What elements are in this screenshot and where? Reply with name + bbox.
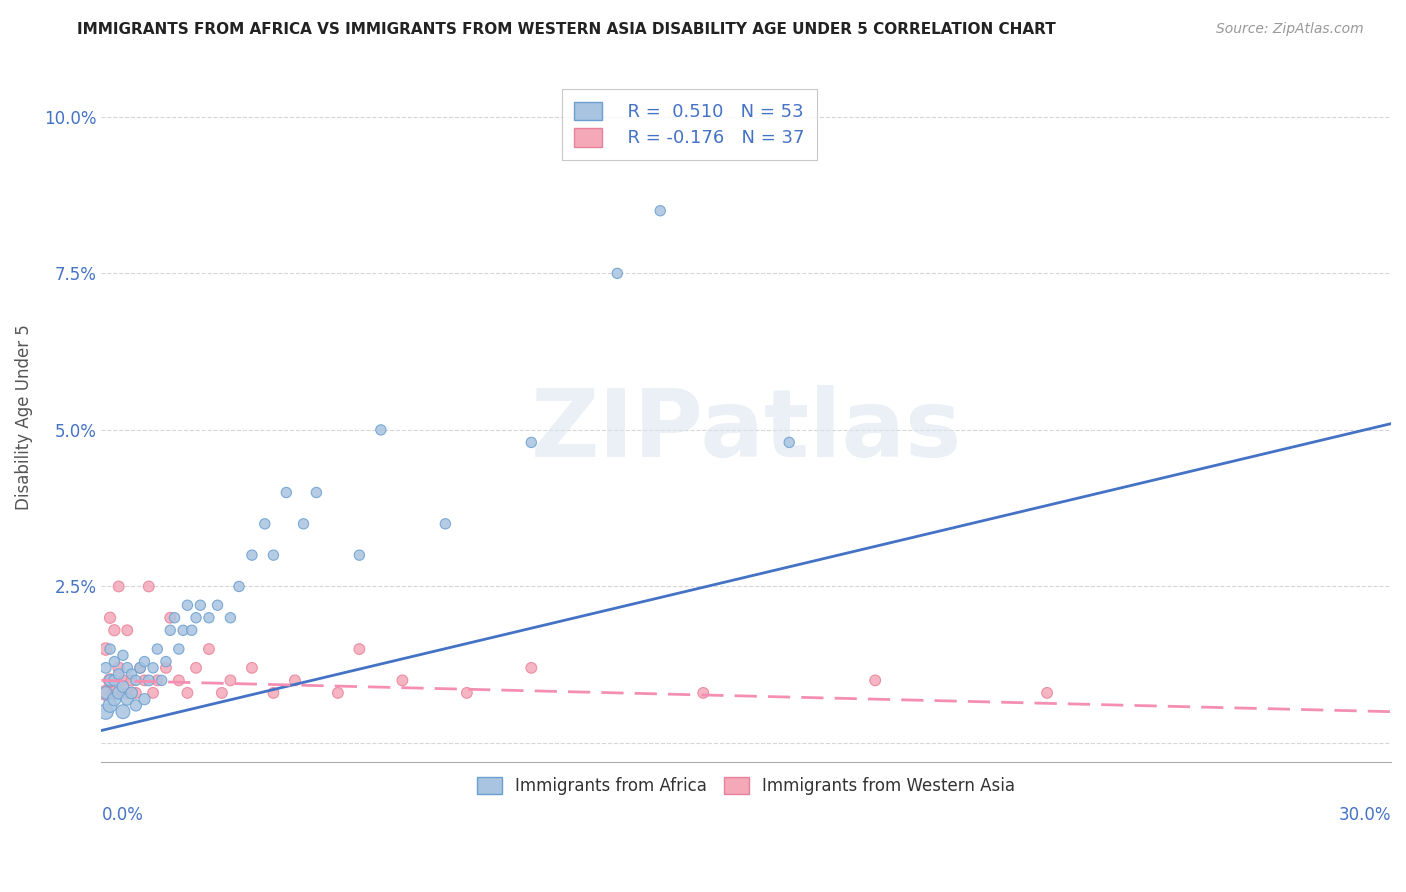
Point <box>240 661 263 675</box>
Point <box>520 435 543 450</box>
Point <box>456 686 478 700</box>
Point <box>163 611 186 625</box>
Point <box>142 661 165 675</box>
Point <box>150 673 173 688</box>
Point <box>391 673 413 688</box>
Point <box>228 579 250 593</box>
Point <box>117 624 139 638</box>
Point <box>125 686 148 700</box>
Point <box>121 673 143 688</box>
Point <box>134 692 156 706</box>
Point <box>198 642 221 657</box>
Point <box>305 485 328 500</box>
Point <box>219 673 242 688</box>
Point <box>117 692 139 706</box>
Point <box>326 686 349 700</box>
Point <box>142 686 165 700</box>
Point <box>650 203 672 218</box>
Point <box>155 655 177 669</box>
Point <box>211 686 233 700</box>
Point <box>103 686 125 700</box>
Point <box>138 673 160 688</box>
Point <box>111 648 134 663</box>
Point <box>134 655 156 669</box>
Point <box>176 686 198 700</box>
Point <box>129 661 152 675</box>
Point <box>134 673 156 688</box>
Point <box>111 673 134 688</box>
Point <box>94 705 117 719</box>
Point <box>167 642 190 657</box>
Point <box>129 661 152 675</box>
Point <box>349 548 371 562</box>
Point <box>103 624 125 638</box>
Text: ZIPatlas: ZIPatlas <box>530 385 962 477</box>
Point <box>117 686 139 700</box>
Legend: Immigrants from Africa, Immigrants from Western Asia: Immigrants from Africa, Immigrants from … <box>471 770 1022 802</box>
Point <box>94 686 117 700</box>
Point <box>349 642 371 657</box>
Point <box>692 686 714 700</box>
Point <box>125 673 148 688</box>
Point <box>262 548 284 562</box>
Point <box>107 667 129 681</box>
Point <box>94 661 117 675</box>
Point <box>117 661 139 675</box>
Point <box>111 680 134 694</box>
Point <box>240 548 263 562</box>
Point <box>176 599 198 613</box>
Point <box>121 686 143 700</box>
Point <box>107 661 129 675</box>
Point <box>198 611 221 625</box>
Point <box>103 655 125 669</box>
Point <box>98 673 121 688</box>
Point <box>276 485 298 500</box>
Point <box>172 624 194 638</box>
Point <box>188 599 211 613</box>
Point <box>107 579 129 593</box>
Point <box>262 686 284 700</box>
Point <box>180 624 202 638</box>
Point <box>103 692 125 706</box>
Point <box>159 611 181 625</box>
Point <box>121 667 143 681</box>
Point <box>94 686 117 700</box>
Point <box>184 611 207 625</box>
Point <box>111 705 134 719</box>
Point <box>1036 686 1059 700</box>
Point <box>98 673 121 688</box>
Point <box>606 266 628 280</box>
Point <box>155 661 177 675</box>
Point <box>107 686 129 700</box>
Text: Source: ZipAtlas.com: Source: ZipAtlas.com <box>1216 22 1364 37</box>
Point <box>94 642 117 657</box>
Point <box>146 673 169 688</box>
Point <box>167 673 190 688</box>
Point <box>292 516 315 531</box>
Point <box>159 624 181 638</box>
Point <box>98 698 121 713</box>
Point <box>520 661 543 675</box>
Point <box>207 599 229 613</box>
Text: IMMIGRANTS FROM AFRICA VS IMMIGRANTS FROM WESTERN ASIA DISABILITY AGE UNDER 5 CO: IMMIGRANTS FROM AFRICA VS IMMIGRANTS FRO… <box>77 22 1056 37</box>
Point <box>146 642 169 657</box>
Point <box>98 642 121 657</box>
Point <box>103 673 125 688</box>
Y-axis label: Disability Age Under 5: Disability Age Under 5 <box>15 325 32 510</box>
Text: 30.0%: 30.0% <box>1339 805 1391 823</box>
Point <box>370 423 392 437</box>
Point <box>434 516 457 531</box>
Point <box>253 516 276 531</box>
Point <box>863 673 886 688</box>
Point <box>138 579 160 593</box>
Point <box>778 435 800 450</box>
Point <box>98 611 121 625</box>
Point <box>219 611 242 625</box>
Text: 0.0%: 0.0% <box>101 805 143 823</box>
Point <box>284 673 307 688</box>
Point <box>125 698 148 713</box>
Point <box>184 661 207 675</box>
